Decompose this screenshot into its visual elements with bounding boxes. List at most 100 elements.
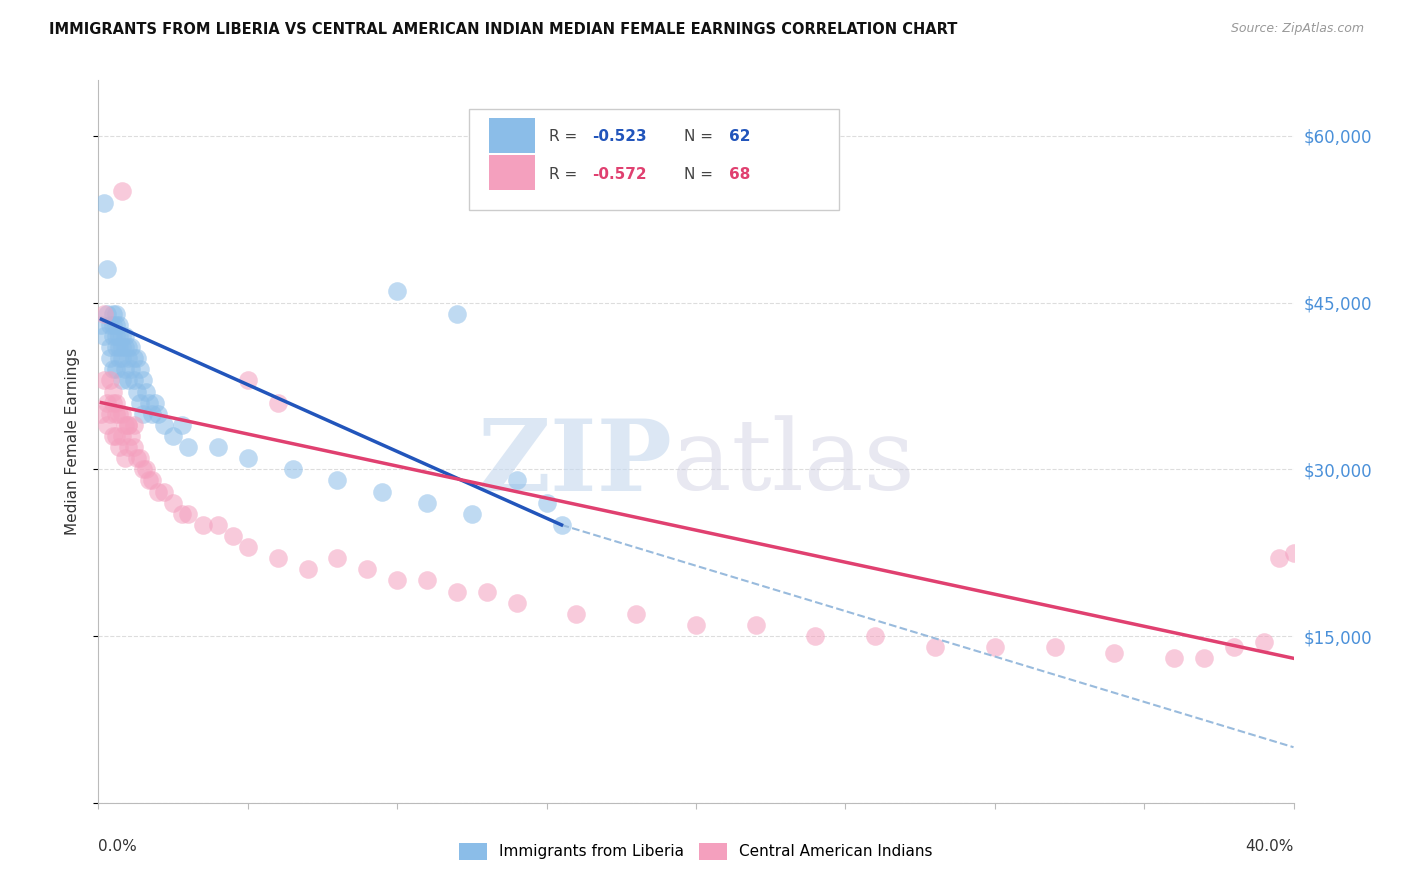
- Point: [117, 340, 139, 354]
- Point: [103, 429, 125, 443]
- Point: [124, 373, 146, 387]
- Point: [1253, 634, 1275, 648]
- Point: [138, 395, 160, 409]
- Point: [745, 618, 768, 632]
- Point: [108, 440, 131, 454]
- Point: [326, 474, 349, 488]
- Point: [536, 496, 558, 510]
- Point: [98, 351, 122, 366]
- Point: [93, 329, 115, 343]
- Y-axis label: Median Female Earnings: Median Female Earnings: [65, 348, 80, 535]
- Point: [93, 307, 115, 321]
- Point: [129, 395, 152, 409]
- Point: [93, 195, 115, 210]
- Point: [105, 429, 128, 443]
- Point: [236, 373, 259, 387]
- Bar: [489, 155, 534, 190]
- Point: [98, 318, 122, 332]
- FancyBboxPatch shape: [470, 109, 839, 211]
- Point: [177, 440, 200, 454]
- Text: atlas: atlas: [672, 416, 915, 511]
- Text: 62: 62: [730, 129, 751, 145]
- Point: [111, 329, 134, 343]
- Point: [98, 373, 122, 387]
- Point: [132, 373, 155, 387]
- Point: [207, 517, 229, 532]
- Point: [111, 351, 134, 366]
- Point: [138, 474, 160, 488]
- Point: [297, 562, 319, 576]
- Text: -0.572: -0.572: [592, 167, 647, 182]
- Point: [129, 362, 152, 376]
- Point: [162, 496, 184, 510]
- Point: [117, 440, 139, 454]
- Point: [565, 607, 588, 621]
- Point: [111, 185, 134, 199]
- Point: [506, 474, 529, 488]
- Point: [103, 318, 125, 332]
- Point: [105, 340, 128, 354]
- Point: [108, 318, 131, 332]
- Point: [105, 318, 128, 332]
- Point: [141, 407, 163, 421]
- Point: [1163, 651, 1185, 665]
- Text: -0.523: -0.523: [592, 129, 647, 145]
- Point: [865, 629, 887, 643]
- Point: [416, 574, 439, 588]
- Point: [1282, 546, 1305, 560]
- Point: [153, 484, 176, 499]
- Point: [1104, 646, 1126, 660]
- Point: [114, 340, 136, 354]
- Point: [111, 429, 134, 443]
- Point: [96, 307, 118, 321]
- Point: [108, 351, 131, 366]
- Point: [446, 584, 468, 599]
- Point: [103, 384, 125, 399]
- Text: R =: R =: [548, 129, 582, 145]
- Point: [114, 451, 136, 466]
- Point: [236, 451, 259, 466]
- Bar: [489, 118, 534, 153]
- Point: [124, 440, 146, 454]
- Point: [132, 407, 155, 421]
- Point: [148, 484, 170, 499]
- Text: 68: 68: [730, 167, 751, 182]
- Point: [114, 362, 136, 376]
- Point: [371, 484, 394, 499]
- Point: [117, 417, 139, 432]
- Text: 0.0%: 0.0%: [98, 838, 138, 854]
- Point: [385, 285, 409, 299]
- Point: [105, 395, 128, 409]
- Point: [111, 340, 134, 354]
- Point: [506, 596, 529, 610]
- Point: [105, 407, 128, 421]
- Point: [191, 517, 214, 532]
- Point: [98, 340, 122, 354]
- Point: [207, 440, 229, 454]
- Point: [804, 629, 827, 643]
- Legend: Immigrants from Liberia, Central American Indians: Immigrants from Liberia, Central America…: [460, 843, 932, 860]
- Point: [172, 507, 194, 521]
- Point: [1043, 640, 1066, 655]
- Point: [127, 384, 149, 399]
- Point: [148, 407, 170, 421]
- Point: [108, 340, 131, 354]
- Point: [105, 362, 128, 376]
- Point: [267, 551, 290, 566]
- Point: [114, 329, 136, 343]
- Point: [120, 340, 142, 354]
- Point: [143, 395, 166, 409]
- Point: [153, 417, 176, 432]
- Point: [135, 384, 157, 399]
- Point: [267, 395, 290, 409]
- Point: [685, 618, 707, 632]
- Point: [114, 417, 136, 432]
- Point: [550, 517, 572, 532]
- Point: [103, 395, 125, 409]
- Point: [103, 307, 125, 321]
- Point: [90, 407, 112, 421]
- Point: [326, 551, 349, 566]
- Point: [120, 429, 142, 443]
- Point: [461, 507, 484, 521]
- Point: [177, 507, 200, 521]
